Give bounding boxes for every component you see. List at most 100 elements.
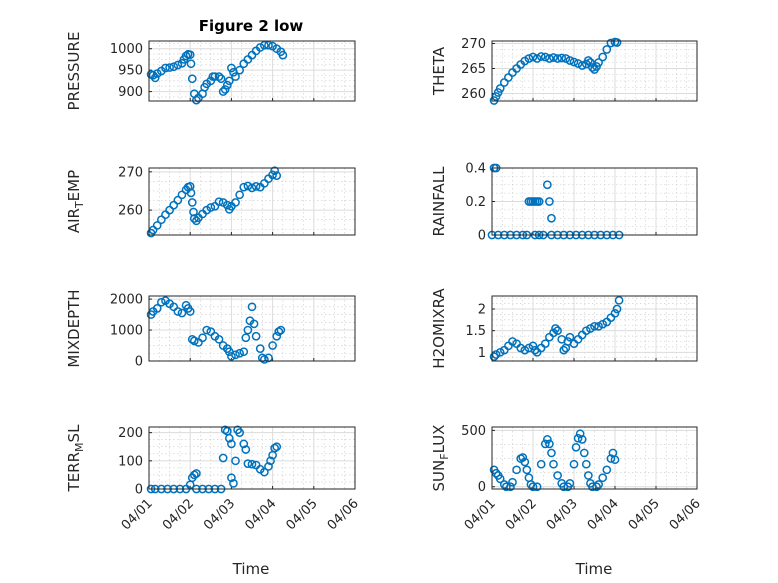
data-point [243,325,253,335]
y-tick-label: 1000 [110,42,143,57]
data-point [227,439,236,449]
data-point [181,51,191,61]
data-point [260,467,269,477]
data-point [594,480,603,489]
y-tick-label: 0.4 [465,162,486,177]
data-point [189,336,199,346]
data-point [198,333,207,343]
data-point [551,324,560,333]
x-axis-label-right: Time [575,560,613,578]
data-point [227,473,236,483]
data-point [565,56,575,65]
x-tick-label: 04/06 [325,496,362,533]
data-point [247,183,257,193]
data-point [545,197,554,206]
data-point [239,347,249,357]
y-axis-label: MIXDEPTH [65,289,83,367]
data-point [227,352,236,361]
x-axis-label-left: Time [232,560,270,578]
y-axis-label: TERRMSL [65,424,86,493]
data-point [247,302,257,312]
y-axis-label: H2OMIXRA [430,288,448,369]
data-point [579,448,589,458]
y-tick-label: 1 [478,346,486,361]
data-point [260,40,269,50]
data-point [590,321,599,331]
data-point [189,214,199,223]
x-tick-label: 04/03 [544,496,581,533]
data-point [594,58,603,67]
x-tick-label: 04/03 [201,496,238,533]
data-point [222,80,232,90]
data-point [549,53,558,62]
data-point [173,60,183,70]
data-point [177,308,187,318]
y-tick-label: 950 [118,64,143,79]
data-point [577,435,587,444]
data-point [268,341,277,350]
data-point [161,63,170,73]
series-markers [146,166,282,238]
data-point [214,197,224,207]
data-point [575,429,585,439]
data-point [545,54,554,63]
x-tick-label: 04/05 [284,496,321,533]
data-point [528,341,538,351]
data-point [220,425,230,435]
data-point [218,87,228,96]
data-point [216,74,226,84]
data-point [553,54,562,63]
x-tick-label: 04/06 [667,496,704,533]
data-point [192,95,201,105]
data-point [528,52,538,62]
series-markers [146,296,286,364]
data-point [565,479,575,488]
data-point [231,350,240,360]
data-point [495,84,505,93]
x-tick-label: 04/01 [119,496,156,533]
data-point [553,471,562,480]
data-point [272,331,282,341]
subplot-5: 0 1000 2000 MIXDEPTH [65,289,356,370]
data-point [239,182,249,192]
data-point [187,74,197,84]
data-point [559,345,569,355]
series-markers [489,37,622,105]
data-point [569,57,579,67]
y-tick-label: 1.5 [465,324,486,339]
data-point [255,43,265,52]
data-point [588,63,597,72]
data-point [249,319,259,329]
data-point [186,59,196,69]
data-point [274,327,284,336]
data-point [536,52,546,61]
data-point [224,433,234,443]
data-point [235,348,244,358]
data-point [243,459,253,468]
data-point [532,54,542,63]
data-point [547,448,556,458]
y-tick-label: 270 [461,37,486,52]
data-point [206,203,216,212]
data-point [247,459,257,469]
data-point [543,180,552,190]
data-point [502,482,511,492]
data-point [528,482,538,492]
data-point [506,482,515,492]
data-point [241,445,251,454]
data-point [598,52,608,62]
data-point [260,355,269,364]
subplot-1: 900 950 1000 PRESSURE [65,32,356,110]
subplot-6: 1 1.5 2 H2OMIXRA [430,288,698,369]
y-axis-label: AIRTEMP [65,170,86,233]
subplot-7: 0 100 200 TERRMSL 04/01 04/02 04/03 04/04 04/05 0… [65,424,362,533]
data-point [255,344,265,353]
data-point [266,456,275,466]
axes-box [491,167,698,236]
data-point [214,334,224,344]
data-point [610,455,620,465]
data-point [150,73,160,83]
data-point [231,72,240,81]
data-point [602,45,612,54]
